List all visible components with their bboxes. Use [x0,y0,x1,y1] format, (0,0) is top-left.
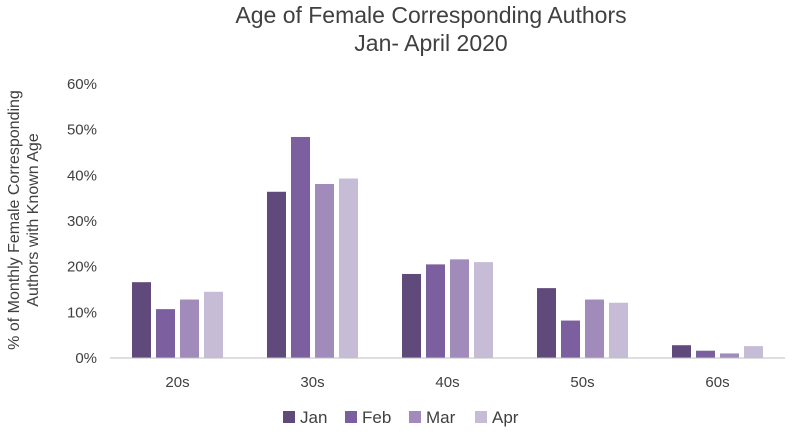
legend-swatch-mar [409,411,421,423]
bar-mar-40s [450,259,469,358]
bar-feb-20s [156,309,175,358]
legend-label-apr: Apr [492,408,519,427]
bar-jan-30s [267,191,286,358]
bar-mar-20s [180,299,199,358]
bar-feb-30s [291,136,310,358]
bar-apr-30s [339,178,358,358]
legend-label-jan: Jan [300,408,327,427]
y-axis-label-line2: Authors with Known Age [25,133,42,307]
y-tick-label: 20% [67,259,97,276]
bar-mar-60s [720,353,739,358]
bar-apr-50s [609,302,628,358]
legend: Jan Feb Mar Apr [283,408,519,427]
x-axis-ticks: 20s 30s 40s 50s 60s [165,374,729,391]
bar-mar-50s [585,299,604,358]
bar-feb-50s [561,320,580,358]
y-tick-label: 30% [67,213,97,230]
legend-label-mar: Mar [426,408,456,427]
bar-jan-20s [132,282,151,358]
chart-title-line1: Age of Female Corresponding Authors [235,2,626,28]
bar-apr-20s [204,291,223,358]
y-tick-label: 50% [67,122,97,139]
y-tick-label: 40% [67,167,97,184]
bar-jan-50s [537,288,556,358]
bar-apr-60s [744,346,763,358]
x-tick-label: 40s [435,374,459,391]
bars [132,136,763,358]
y-axis-label: % of Monthly Female Corresponding Author… [6,90,42,350]
x-tick-label: 20s [165,374,189,391]
bar-feb-60s [696,350,715,358]
bar-jan-60s [672,345,691,358]
bar-feb-40s [426,264,445,358]
chart-title-line2: Jan- April 2020 [354,30,507,56]
y-axis-label-line1: % of Monthly Female Corresponding [6,90,23,350]
legend-swatch-apr [475,411,487,423]
x-tick-label: 60s [705,374,729,391]
legend-swatch-jan [283,411,295,423]
y-tick-label: 60% [67,76,97,93]
x-tick-label: 30s [300,374,324,391]
y-tick-label: 0% [75,350,97,367]
legend-label-feb: Feb [362,408,391,427]
legend-swatch-feb [345,411,357,423]
y-tick-label: 10% [67,304,97,321]
y-axis-ticks: 0% 10% 20% 30% 40% 50% 60% [67,76,97,367]
x-tick-label: 50s [570,374,594,391]
bar-apr-40s [474,262,493,358]
bar-jan-40s [402,273,421,358]
bar-mar-30s [315,184,334,358]
